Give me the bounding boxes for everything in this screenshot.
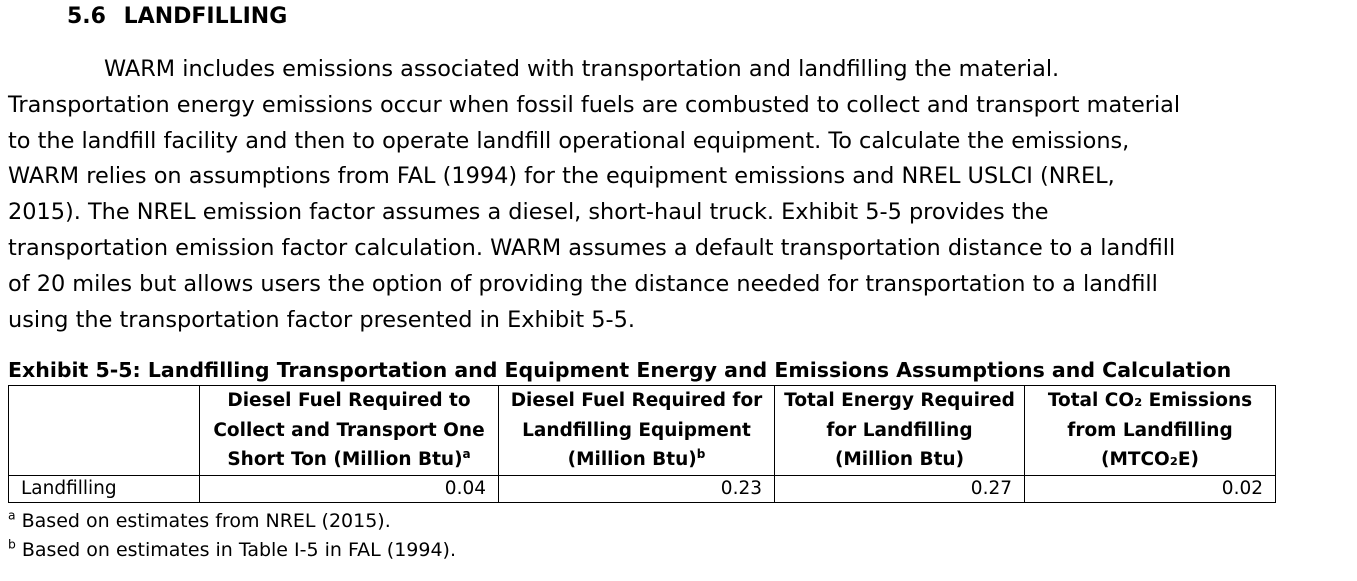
table-row: Landfilling 0.04 0.23 0.27 0.02 [8,475,1276,503]
table-header-row: Diesel Fuel Required to Collect and Tran… [8,385,1276,476]
paragraph-line: WARM includes emissions associated with … [104,56,1060,82]
column-header-line: for Landfilling [826,419,973,441]
column-header-line: Total CO₂ Emissions [1047,390,1253,412]
footnotes: a Based on estimates from NREL (2015). b… [8,507,456,565]
column-header-line: Diesel Fuel Required to [227,390,471,412]
table-corner-cell [8,385,200,476]
column-header: Diesel Fuel Required for Landfilling Equ… [498,385,775,476]
section-heading: 5.6 LANDFILLING [67,3,287,31]
body-paragraph: WARM includes emissions associated with … [8,52,1348,338]
paragraph-line: WARM relies on assumptions from FAL (199… [8,163,1115,190]
row-label: Landfilling [8,475,200,503]
footnote-marker: b [696,447,706,462]
column-header-line: Diesel Fuel Required for [510,390,763,412]
column-header-line: (Million Btu) [834,449,965,471]
paragraph-line: to the landfill facility and then to ope… [8,127,1130,154]
footnote-text: Based on estimates from NREL (2015). [15,510,391,532]
column-header-line: Short Ton (Million Btu) [227,449,463,471]
table-cell: 0.02 [1024,475,1276,503]
column-header: Diesel Fuel Required to Collect and Tran… [199,385,499,476]
column-header-line: (Million Btu) [567,449,697,471]
table-cell: 0.23 [498,475,775,503]
column-header-line: Total Energy Required [784,390,1015,412]
column-header-line: from Landfilling [1067,419,1233,441]
table-cell: 0.04 [199,475,499,503]
column-header: Total CO₂ Emissions from Landfilling (MT… [1024,385,1276,476]
footnote-marker: a [8,508,16,523]
column-header-line: Collect and Transport One [213,419,485,441]
paragraph-line: transportation emission factor calculati… [8,234,1176,261]
paragraph-line: 2015). The NREL emission factor assumes … [8,199,1049,226]
column-header-line: (MTCO₂E) [1101,449,1199,471]
footnote: b Based on estimates in Table I-5 in FAL… [8,536,456,565]
section-number: 5.6 [67,4,106,29]
column-header-line: Landfilling Equipment [522,419,751,441]
paragraph-line: using the transportation factor presente… [8,306,635,333]
column-header: Total Energy Required for Landfilling (M… [774,385,1025,476]
section-title: LANDFILLING [123,4,288,29]
exhibit-title: Exhibit 5-5: Landfilling Transportation … [8,358,1232,382]
footnote-text: Based on estimates in Table I-5 in FAL (… [15,539,457,561]
footnote: a Based on estimates from NREL (2015). [8,507,456,536]
footnote-marker: a [462,447,471,462]
footnote-marker: b [8,537,16,552]
paragraph-line: of 20 miles but allows users the option … [8,270,1158,297]
paragraph-line: Transportation energy emissions occur wh… [8,91,1181,118]
table-cell: 0.27 [774,475,1025,503]
exhibit-table: Diesel Fuel Required to Collect and Tran… [8,385,1276,503]
